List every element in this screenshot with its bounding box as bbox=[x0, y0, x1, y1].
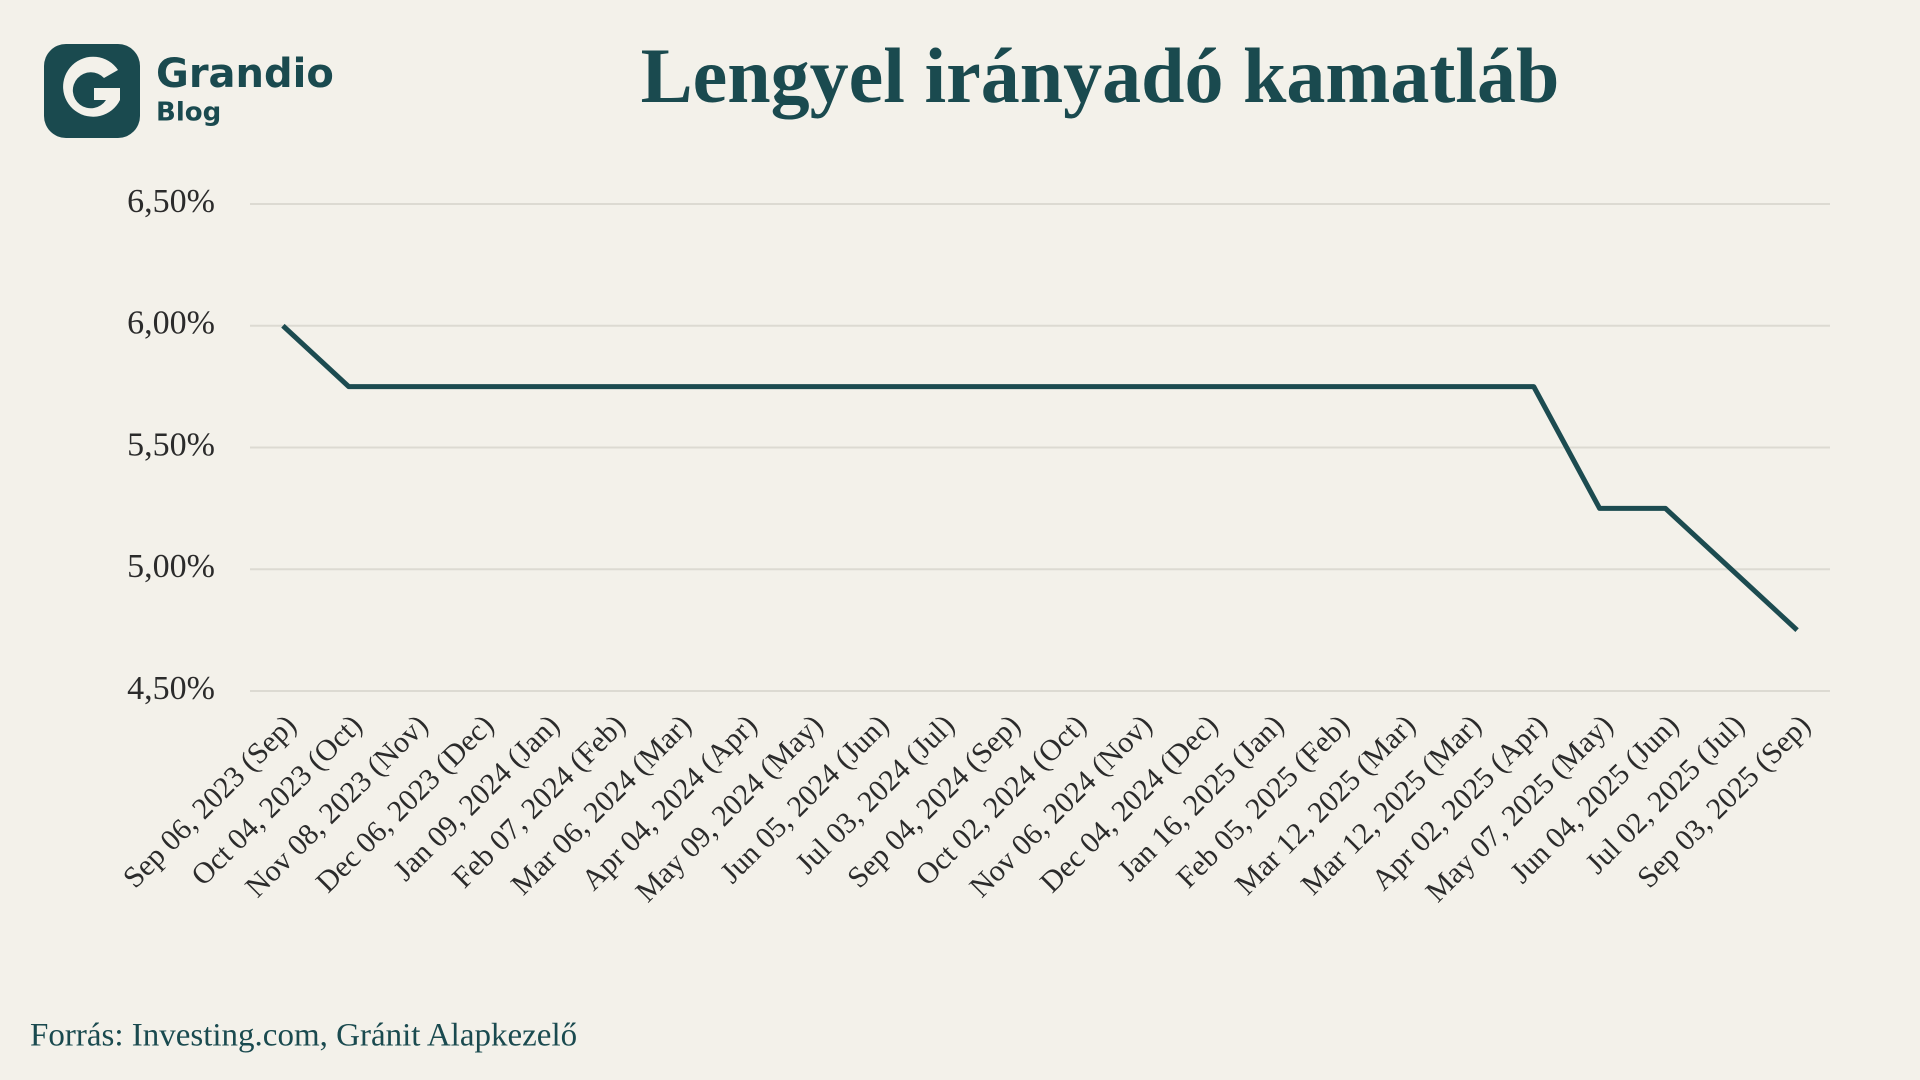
chart-title: Lengyel irányadó kamatláb bbox=[641, 32, 1560, 119]
y-tick-label: 5,50% bbox=[127, 426, 215, 463]
logo-name: Grandio bbox=[156, 51, 334, 97]
data-line bbox=[281, 323, 1799, 632]
y-tick-label: 6,50% bbox=[127, 183, 215, 220]
logo-glyph bbox=[63, 56, 120, 117]
y-tick-label: 4,50% bbox=[127, 670, 215, 707]
logo: Grandio Blog bbox=[44, 44, 334, 138]
y-tick-label: 6,00% bbox=[127, 305, 215, 342]
source-note: Forrás: Investing.com, Gránit Alapkezelő bbox=[30, 1018, 577, 1054]
y-tick-label: 5,00% bbox=[127, 548, 215, 585]
logo-sub: Blog bbox=[156, 98, 221, 128]
